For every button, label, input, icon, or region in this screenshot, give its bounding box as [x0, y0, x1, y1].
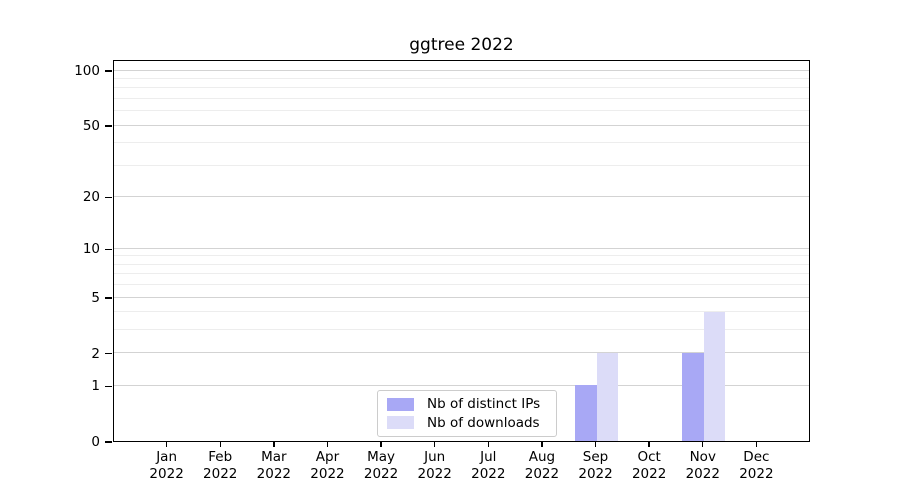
y-tick-mark — [105, 353, 112, 355]
gridline-minor — [114, 311, 809, 313]
x-tick-mark — [273, 442, 275, 447]
gridline-minor — [114, 142, 809, 144]
x-tick-mark — [541, 442, 543, 447]
x-tick-mark — [594, 442, 597, 447]
legend-item-distinct-ips: Nb of distinct IPs — [387, 396, 547, 412]
x-tick-mark — [380, 442, 382, 447]
chart-title: ggtree 2022 — [409, 35, 514, 55]
y-tick-mark — [105, 441, 112, 443]
gridline-minor — [114, 273, 809, 275]
x-tick-label: Nov 2022 — [685, 449, 720, 482]
gridline-minor — [114, 284, 809, 286]
x-tick-label: May 2022 — [363, 449, 399, 482]
bar-downloads — [596, 352, 619, 441]
x-tick-label: Jan 2022 — [149, 449, 184, 482]
x-tick-mark — [326, 442, 329, 447]
y-tick-label: 20 — [82, 189, 100, 206]
y-tick-label: 2 — [91, 345, 100, 362]
legend-label-distinct-ips: Nb of distinct IPs — [427, 396, 541, 413]
bar-downloads — [703, 311, 726, 441]
gridline-minor — [114, 87, 809, 89]
x-tick-mark — [433, 442, 436, 447]
x-tick-mark — [648, 442, 650, 447]
y-tick-mark — [105, 297, 112, 299]
gridline-minor — [114, 78, 809, 80]
bar-distinct-ips — [682, 352, 704, 441]
y-tick-label: 5 — [91, 290, 100, 306]
x-tick-label: Mar 2022 — [256, 449, 292, 482]
gridline-major — [114, 195, 809, 197]
x-tick-label: Dec 2022 — [739, 449, 774, 482]
x-tick-label: Apr 2022 — [310, 449, 345, 482]
gridline-major — [114, 296, 809, 298]
gridline-minor — [114, 329, 809, 331]
legend-swatch-downloads — [387, 416, 414, 430]
legend-swatch-distinct-ips — [387, 397, 414, 411]
y-tick-mark — [105, 125, 112, 127]
legend-label-downloads: Nb of downloads — [427, 414, 540, 431]
x-tick-label: Jun 2022 — [417, 449, 452, 482]
x-tick-label: Feb 2022 — [203, 449, 238, 482]
gridline-minor — [114, 97, 809, 99]
gridline-major — [114, 69, 809, 71]
gridline-minor — [114, 255, 809, 257]
gridline-major — [114, 247, 809, 249]
bar-distinct-ips — [575, 385, 597, 441]
gridline-major — [114, 124, 809, 126]
gridline-minor — [114, 164, 809, 166]
x-tick-mark — [702, 442, 704, 447]
y-tick-mark — [105, 385, 112, 387]
y-tick-label: 1 — [91, 378, 100, 395]
y-tick-mark — [105, 248, 112, 250]
y-tick-mark — [105, 196, 112, 199]
x-tick-mark — [219, 442, 221, 447]
x-tick-label: Jul 2022 — [471, 449, 506, 482]
gridline-minor — [114, 263, 809, 265]
y-tick-mark — [105, 70, 112, 72]
gridline-major — [114, 352, 809, 354]
y-tick-label: 0 — [91, 434, 100, 450]
y-tick-label: 10 — [82, 241, 100, 258]
x-tick-label: Sep 2022 — [578, 449, 613, 482]
x-tick-mark — [165, 442, 168, 447]
gridline-minor — [114, 110, 809, 112]
legend: Nb of distinct IPs Nb of downloads — [377, 390, 557, 437]
plot-area — [113, 60, 810, 442]
x-tick-label: Aug 2022 — [524, 449, 560, 482]
gridline-major — [114, 384, 809, 386]
y-tick-label: 100 — [74, 63, 100, 80]
x-tick-label: Oct 2022 — [631, 449, 667, 482]
y-tick-label: 50 — [82, 118, 100, 135]
x-tick-mark — [487, 442, 489, 447]
x-tick-mark — [755, 442, 758, 447]
legend-item-downloads: Nb of downloads — [387, 415, 547, 431]
